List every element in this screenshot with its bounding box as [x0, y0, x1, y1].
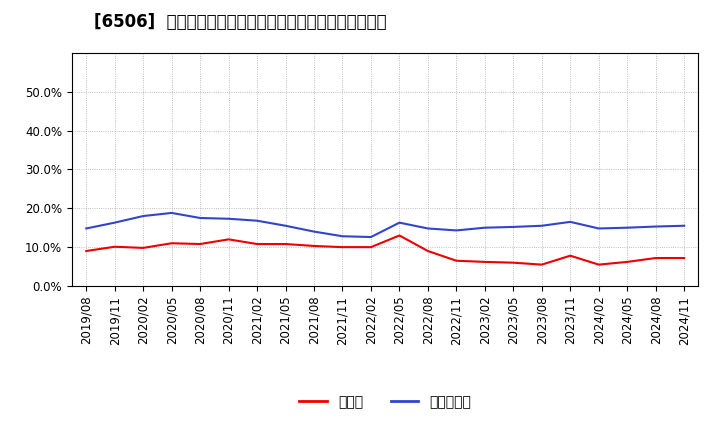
- 有利子負債: [566, 219, 575, 224]
- 有利子負債: [652, 224, 660, 229]
- 有利子負債: [680, 223, 688, 228]
- 現預金: [282, 242, 290, 247]
- 現預金: [139, 245, 148, 250]
- Legend: 現預金, 有利子負債: 現預金, 有利子負債: [293, 389, 477, 414]
- 現預金: [623, 259, 631, 264]
- 現預金: [82, 248, 91, 253]
- Line: 有利子負債: 有利子負債: [86, 213, 684, 237]
- 現預金: [423, 248, 432, 253]
- 現預金: [110, 244, 119, 249]
- 有利子負債: [196, 215, 204, 220]
- 有利子負債: [623, 225, 631, 231]
- Line: 現預金: 現預金: [86, 235, 684, 264]
- 現預金: [196, 242, 204, 247]
- 現預金: [509, 260, 518, 265]
- 現預金: [225, 237, 233, 242]
- 有利子負債: [366, 235, 375, 240]
- 有利子負債: [595, 226, 603, 231]
- 現預金: [366, 245, 375, 250]
- 有利子負債: [480, 225, 489, 231]
- 現預金: [253, 242, 261, 247]
- 現預金: [338, 245, 347, 250]
- 現預金: [680, 255, 688, 260]
- 有利子負債: [338, 234, 347, 239]
- 有利子負債: [395, 220, 404, 225]
- 有利子負債: [139, 213, 148, 219]
- 現預金: [395, 233, 404, 238]
- 現預金: [595, 262, 603, 267]
- 現預金: [537, 262, 546, 267]
- 有利子負債: [167, 210, 176, 216]
- 現預金: [652, 255, 660, 260]
- 有利子負債: [225, 216, 233, 221]
- 現預金: [167, 241, 176, 246]
- 有利子負債: [423, 226, 432, 231]
- 現預金: [480, 259, 489, 264]
- 有利子負債: [282, 223, 290, 228]
- 現預金: [566, 253, 575, 258]
- 有利子負債: [310, 229, 318, 234]
- 有利子負債: [452, 228, 461, 233]
- 有利子負債: [110, 220, 119, 225]
- 現預金: [452, 258, 461, 264]
- 現預金: [310, 243, 318, 249]
- 有利子負債: [82, 226, 91, 231]
- 有利子負債: [509, 224, 518, 230]
- 有利子負債: [537, 223, 546, 228]
- Text: [6506]  現預金、有利子負債の総資産に対する比率の推移: [6506] 現預金、有利子負債の総資産に対する比率の推移: [94, 13, 386, 31]
- 有利子負債: [253, 218, 261, 224]
